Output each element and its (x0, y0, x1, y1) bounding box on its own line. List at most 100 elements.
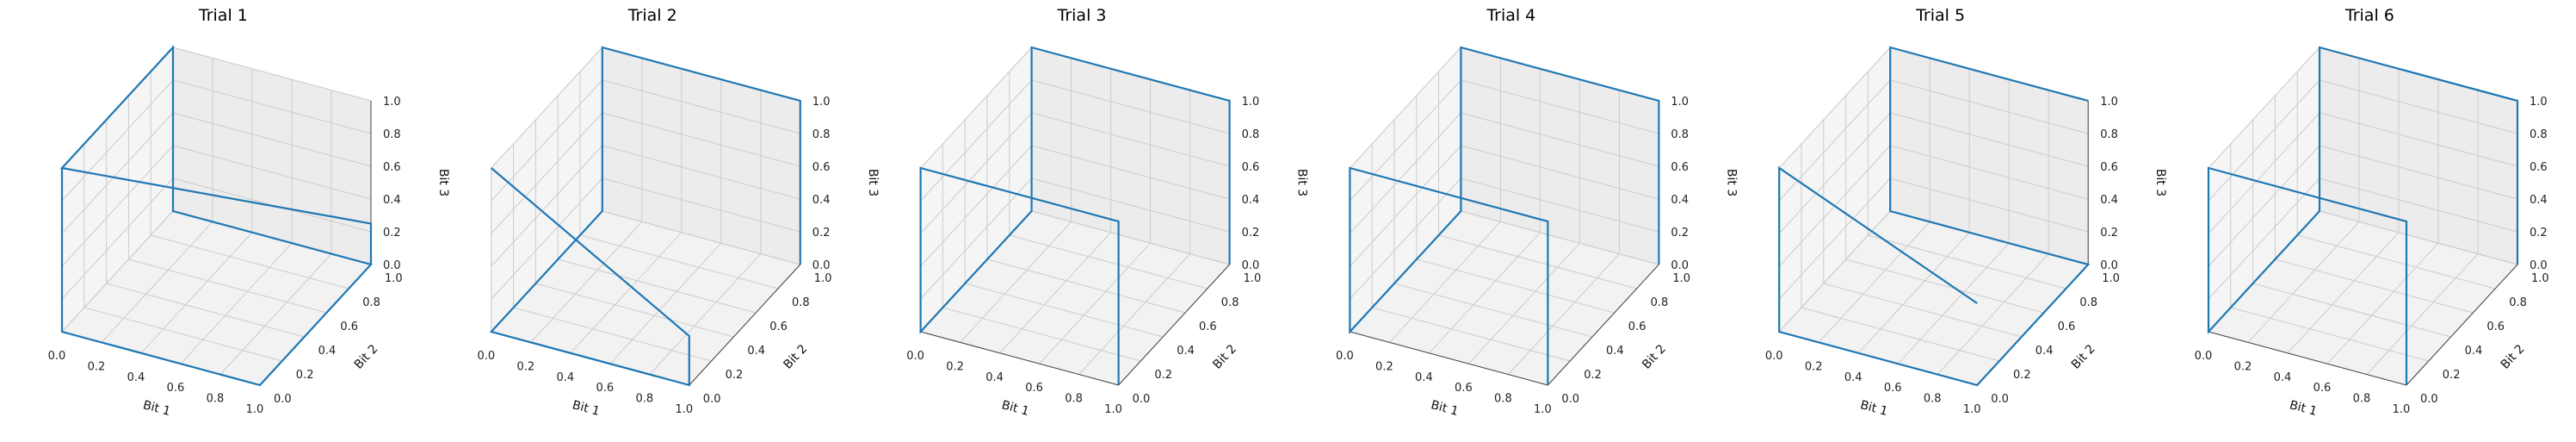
x-tick-label: 0.6 (1455, 382, 1473, 395)
y-tick-label: 0.4 (2035, 345, 2054, 358)
z-tick-label: 0.2 (383, 227, 401, 240)
x-tick-label: 1.0 (1534, 403, 1552, 416)
y-tick-label: 0.2 (296, 369, 314, 382)
x-tick-label: 0.4 (1844, 371, 1863, 384)
x-tick-label: 0.0 (2195, 350, 2213, 363)
z-tick-label: 0.4 (812, 194, 831, 207)
y-axis-label: Bit 2 (2069, 342, 2098, 372)
subplot-title: Trial 1 (198, 6, 248, 25)
subplot-4: Trial 40.00.20.40.60.81.00.00.20.40.60.8… (1336, 6, 1738, 419)
z-tick-label: 0.4 (1671, 194, 1689, 207)
y-axis-label: Bit 2 (1210, 342, 1239, 372)
y-tick-label: 0.4 (2465, 345, 2483, 358)
z-axis-label: Bit 3 (866, 169, 880, 196)
z-tick-label: 0.4 (383, 194, 401, 207)
y-tick-label: 0.6 (340, 321, 358, 333)
z-tick-label: 0.8 (1671, 128, 1689, 141)
z-tick-label: 0.0 (383, 259, 401, 272)
x-tick-label: 0.4 (2274, 371, 2292, 384)
x-axis-label: Bit 1 (1859, 398, 1889, 419)
z-tick-label: 0.0 (2100, 259, 2118, 272)
z-tick-label: 0.6 (1242, 161, 1260, 174)
z-tick-label: 0.0 (1671, 259, 1689, 272)
x-tick-label: 0.2 (516, 360, 534, 373)
x-tick-label: 0.8 (207, 393, 225, 406)
x-tick-label: 0.6 (167, 382, 185, 395)
x-tick-label: 0.0 (1765, 350, 1783, 363)
y-tick-label: 0.2 (2443, 369, 2461, 382)
y-tick-label: 0.4 (318, 345, 337, 358)
z-tick-label: 1.0 (812, 96, 831, 109)
y-tick-label: 0.0 (1561, 393, 1579, 406)
subplot-title: Trial 4 (1486, 6, 1535, 25)
x-axis-label: Bit 1 (1000, 398, 1030, 419)
x-tick-label: 0.8 (635, 393, 653, 406)
y-tick-label: 0.0 (703, 393, 721, 406)
z-tick-label: 0.4 (2530, 194, 2548, 207)
z-tick-label: 1.0 (2530, 96, 2548, 109)
x-tick-label: 0.6 (2313, 382, 2332, 395)
z-axis-label: Bit 3 (2153, 169, 2167, 196)
z-tick-label: 1.0 (1242, 96, 1260, 109)
z-tick-label: 0.2 (812, 227, 831, 240)
z-tick-label: 0.4 (1242, 194, 1260, 207)
x-tick-label: 0.2 (946, 360, 964, 373)
x-axis-label: Bit 1 (2288, 398, 2318, 419)
x-tick-label: 0.6 (1884, 382, 1902, 395)
z-tick-label: 0.2 (2530, 227, 2548, 240)
z-tick-label: 1.0 (2100, 96, 2118, 109)
x-tick-label: 0.2 (2234, 360, 2252, 373)
z-axis-label: Bit 3 (1724, 169, 1738, 196)
x-tick-label: 0.2 (1805, 360, 1823, 373)
y-axis-label: Bit 2 (352, 342, 381, 372)
x-axis-label: Bit 1 (571, 398, 601, 419)
z-tick-label: 0.0 (2530, 259, 2548, 272)
y-tick-label: 0.6 (2058, 321, 2076, 333)
z-tick-label: 0.4 (2100, 194, 2118, 207)
subplot-title: Trial 5 (1915, 6, 1965, 25)
y-axis-label: Bit 2 (2499, 342, 2528, 372)
y-axis-label: Bit 2 (1640, 342, 1669, 372)
y-tick-label: 0.2 (2013, 369, 2031, 382)
y-tick-label: 0.8 (2509, 296, 2527, 309)
x-axis-label: Bit 1 (1430, 398, 1460, 419)
y-tick-label: 0.6 (769, 321, 788, 333)
x-tick-label: 1.0 (1963, 403, 1981, 416)
subplot-title: Trial 3 (1057, 6, 1107, 25)
z-tick-label: 0.0 (812, 259, 831, 272)
subplot-title: Trial 2 (627, 6, 677, 25)
x-tick-label: 1.0 (675, 403, 693, 416)
y-tick-label: 1.0 (385, 272, 403, 285)
z-axis-label: Bit 3 (436, 169, 450, 196)
z-tick-label: 0.8 (2530, 128, 2548, 141)
z-tick-label: 0.6 (812, 161, 831, 174)
subplot-title: Trial 6 (2344, 6, 2394, 25)
subplot-3: Trial 30.00.20.40.60.81.00.00.20.40.60.8… (906, 6, 1308, 419)
x-tick-label: 0.4 (127, 371, 145, 384)
x-tick-label: 0.2 (88, 360, 106, 373)
y-tick-label: 0.2 (1584, 369, 1602, 382)
subplot-6: Trial 60.00.20.40.60.81.00.00.20.40.60.8… (2195, 6, 2576, 419)
z-tick-label: 0.2 (2100, 227, 2118, 240)
x-tick-label: 1.0 (1104, 403, 1122, 416)
y-tick-label: 0.8 (1651, 296, 1669, 309)
z-tick-label: 0.2 (1242, 227, 1260, 240)
y-tick-label: 0.6 (2486, 321, 2505, 333)
y-tick-label: 0.8 (792, 296, 810, 309)
y-tick-label: 1.0 (814, 272, 832, 285)
y-tick-label: 1.0 (1244, 272, 1262, 285)
y-axis-label: Bit 2 (781, 342, 810, 372)
z-tick-label: 0.0 (1242, 259, 1260, 272)
x-tick-label: 0.8 (1494, 393, 1512, 406)
z-tick-label: 0.6 (383, 161, 401, 174)
y-tick-label: 0.4 (1606, 345, 1624, 358)
x-tick-label: 0.8 (1065, 393, 1083, 406)
x-tick-label: 0.0 (48, 350, 66, 363)
x-tick-label: 0.8 (2353, 393, 2371, 406)
x-tick-label: 0.0 (1336, 350, 1354, 363)
z-tick-label: 0.8 (1242, 128, 1260, 141)
y-tick-label: 0.2 (1154, 369, 1172, 382)
z-tick-label: 0.8 (2100, 128, 2118, 141)
z-tick-label: 0.2 (1671, 227, 1689, 240)
